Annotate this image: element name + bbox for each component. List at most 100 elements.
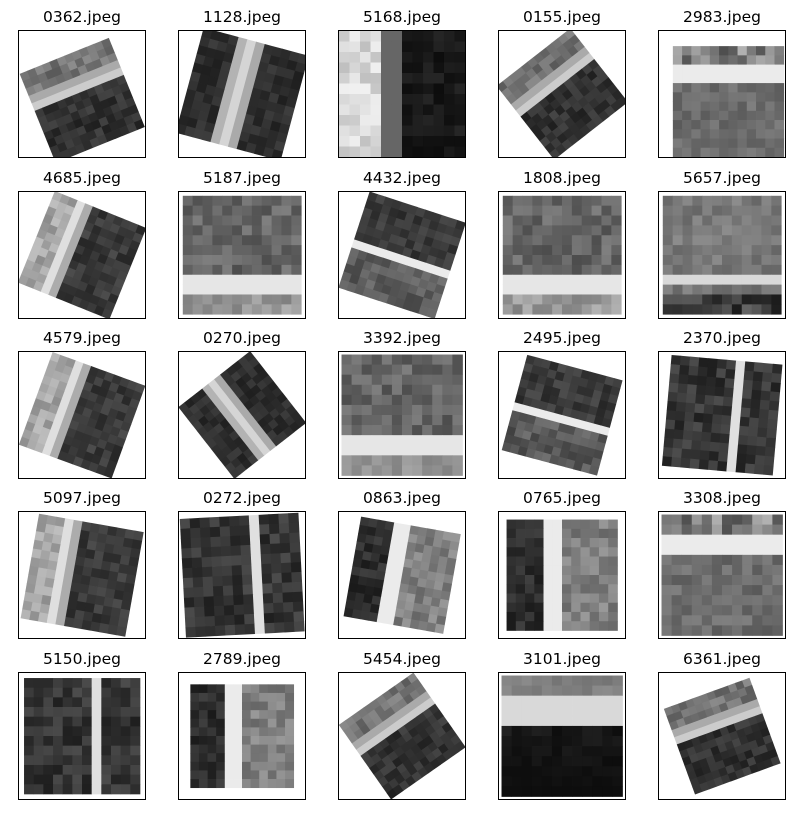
tile-title: 3308.jpeg xyxy=(683,489,761,507)
image-tile: 2983.jpeg xyxy=(658,8,786,158)
tile-title: 2983.jpeg xyxy=(683,8,761,26)
tile-frame xyxy=(498,351,626,479)
image-tile: 5187.jpeg xyxy=(178,169,306,319)
tile-title: 5150.jpeg xyxy=(43,650,121,668)
tile-frame xyxy=(18,511,146,639)
tile-frame xyxy=(338,191,466,319)
tile-title: 2495.jpeg xyxy=(523,329,601,347)
tile-title: 3101.jpeg xyxy=(523,650,601,668)
tile-title: 2370.jpeg xyxy=(683,329,761,347)
image-tile: 5657.jpeg xyxy=(658,169,786,319)
tile-image xyxy=(341,354,463,476)
image-tile: 4579.jpeg xyxy=(18,329,146,479)
tile-title: 4579.jpeg xyxy=(43,329,121,347)
image-tile: 2789.jpeg xyxy=(178,650,306,800)
image-tile: 3392.jpeg xyxy=(338,329,466,479)
tile-title: 4432.jpeg xyxy=(363,169,441,187)
image-tile: 2495.jpeg xyxy=(498,329,626,479)
tile-image xyxy=(502,195,622,315)
tile-image xyxy=(672,46,785,157)
tile-image xyxy=(19,352,145,478)
tile-image xyxy=(501,675,623,797)
tile-image xyxy=(506,519,618,631)
tile-frame xyxy=(498,672,626,800)
image-tile: 1808.jpeg xyxy=(498,169,626,319)
tile-image xyxy=(190,684,295,789)
image-tile: 0362.jpeg xyxy=(18,8,146,158)
tile-frame xyxy=(658,191,786,319)
tile-image xyxy=(179,31,305,157)
image-tile: 5454.jpeg xyxy=(338,650,466,800)
tile-frame xyxy=(658,511,786,639)
tile-frame xyxy=(178,30,306,158)
tile-title: 0270.jpeg xyxy=(203,329,281,347)
tile-title: 5097.jpeg xyxy=(43,489,121,507)
tile-frame xyxy=(178,511,306,639)
tile-frame xyxy=(338,30,466,158)
tile-title: 1808.jpeg xyxy=(523,169,601,187)
tile-frame xyxy=(338,511,466,639)
tile-frame xyxy=(658,30,786,158)
image-tile: 0155.jpeg xyxy=(498,8,626,158)
image-tile: 3308.jpeg xyxy=(658,489,786,639)
tile-image xyxy=(661,354,783,476)
tile-image xyxy=(662,195,782,315)
tile-frame xyxy=(658,351,786,479)
tile-title: 3392.jpeg xyxy=(363,329,441,347)
image-tile: 5097.jpeg xyxy=(18,489,146,639)
tile-image xyxy=(339,31,465,157)
tile-image xyxy=(20,513,144,637)
tile-title: 0863.jpeg xyxy=(363,489,441,507)
tile-image xyxy=(19,37,145,157)
image-tile: 6361.jpeg xyxy=(658,650,786,800)
tile-title: 6361.jpeg xyxy=(683,650,761,668)
tile-title: 5168.jpeg xyxy=(363,8,441,26)
tile-image xyxy=(339,673,465,799)
tile-title: 0155.jpeg xyxy=(523,8,601,26)
tile-frame xyxy=(338,351,466,479)
tile-frame xyxy=(658,672,786,800)
image-tile: 1128.jpeg xyxy=(178,8,306,158)
image-tile: 2370.jpeg xyxy=(658,329,786,479)
tile-title: 5454.jpeg xyxy=(363,650,441,668)
tile-title: 5657.jpeg xyxy=(683,169,761,187)
tile-frame xyxy=(178,672,306,800)
tile-title: 0362.jpeg xyxy=(43,8,121,26)
tile-title: 0272.jpeg xyxy=(203,489,281,507)
image-tile: 3101.jpeg xyxy=(498,650,626,800)
image-tile: 5168.jpeg xyxy=(338,8,466,158)
tile-frame xyxy=(178,351,306,479)
tile-title: 1128.jpeg xyxy=(203,8,281,26)
tile-image xyxy=(501,354,623,476)
tile-frame xyxy=(18,672,146,800)
tile-frame xyxy=(178,191,306,319)
image-tile: 0863.jpeg xyxy=(338,489,466,639)
image-tile: 0765.jpeg xyxy=(498,489,626,639)
tile-image xyxy=(179,352,305,478)
image-tile: 4685.jpeg xyxy=(18,169,146,319)
tile-frame xyxy=(18,191,146,319)
image-tile: 0270.jpeg xyxy=(178,329,306,479)
tile-image xyxy=(343,516,461,634)
image-tile: 0272.jpeg xyxy=(178,489,306,639)
tile-image xyxy=(179,512,305,638)
tile-image xyxy=(499,31,625,157)
tile-image xyxy=(661,514,783,636)
image-tile: 4432.jpeg xyxy=(338,169,466,319)
tile-image xyxy=(24,678,141,795)
tile-image xyxy=(19,192,145,318)
tile-frame xyxy=(498,511,626,639)
tile-image xyxy=(663,677,781,795)
tile-title: 2789.jpeg xyxy=(203,650,281,668)
tile-image xyxy=(339,192,465,318)
tile-frame xyxy=(338,672,466,800)
tile-title: 5187.jpeg xyxy=(203,169,281,187)
tile-title: 0765.jpeg xyxy=(523,489,601,507)
tile-image xyxy=(182,195,302,315)
image-tile: 5150.jpeg xyxy=(18,650,146,800)
tile-title: 4685.jpeg xyxy=(43,169,121,187)
tile-frame xyxy=(18,351,146,479)
tile-frame xyxy=(498,30,626,158)
tile-frame xyxy=(18,30,146,158)
